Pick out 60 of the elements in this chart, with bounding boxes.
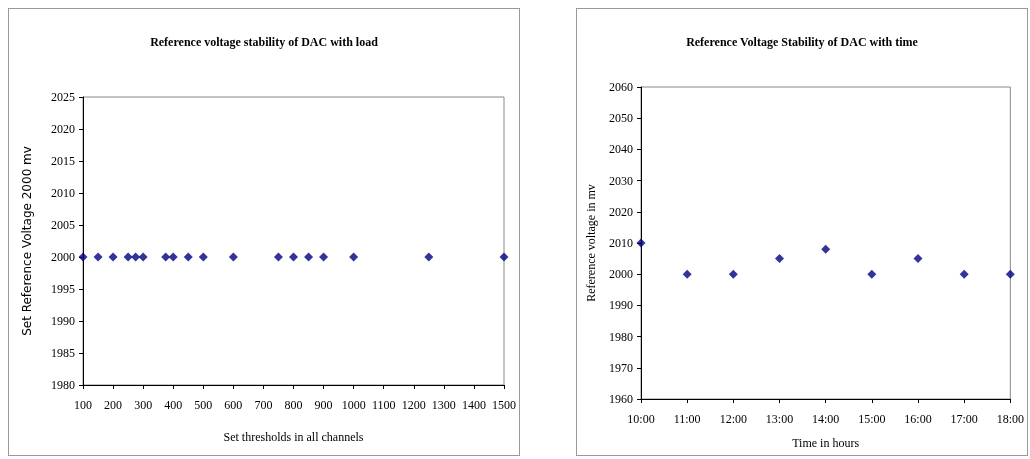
y-axis-title: Reference voltage in mv bbox=[584, 184, 598, 302]
x-tick-label: 10:00 bbox=[627, 412, 655, 426]
y-tick-label: 2000 bbox=[51, 250, 75, 264]
chart-title: Reference voltage stability of DAC with load bbox=[150, 35, 379, 49]
chart-title: Reference Voltage Stability of DAC with time bbox=[686, 35, 919, 49]
x-tick-label: 200 bbox=[104, 398, 123, 412]
y-tick-label: 2010 bbox=[51, 186, 75, 200]
y-tick-label: 2020 bbox=[609, 204, 633, 219]
x-tick-label: 300 bbox=[134, 398, 153, 412]
x-axis-title: Set thresholds in all channels bbox=[223, 430, 364, 444]
point bbox=[867, 269, 877, 279]
x-tick-label: 1300 bbox=[431, 398, 456, 412]
y-tick-label: 2050 bbox=[609, 111, 633, 126]
x-tick-label: 18:00 bbox=[996, 412, 1024, 426]
point bbox=[959, 269, 969, 279]
x-tick-label: 1100 bbox=[371, 398, 396, 412]
y-tick-label: 2000 bbox=[609, 267, 633, 282]
x-tick-label: 900 bbox=[314, 398, 333, 412]
x-tick-label: 800 bbox=[284, 398, 303, 412]
point bbox=[775, 254, 784, 264]
x-tick-label: 1400 bbox=[461, 398, 486, 412]
y-tick-label: 1960 bbox=[609, 392, 633, 406]
x-tick-label: 1000 bbox=[341, 398, 366, 412]
x-tick-label: 17:00 bbox=[950, 412, 978, 426]
y-tick-label: 2040 bbox=[609, 142, 633, 157]
point bbox=[913, 254, 923, 264]
y-tick-label: 2010 bbox=[609, 236, 633, 250]
x-tick-label: 14:00 bbox=[811, 412, 840, 426]
y-tick-label: 1990 bbox=[609, 298, 633, 313]
y-tick-label: 1970 bbox=[609, 360, 633, 375]
x-axis-title: Time in hours bbox=[792, 436, 860, 450]
point bbox=[682, 269, 692, 279]
point bbox=[821, 244, 831, 254]
y-tick-label: 2020 bbox=[51, 122, 75, 136]
x-tick-label: 13:00 bbox=[765, 412, 794, 426]
y-tick-label: 2005 bbox=[51, 218, 75, 232]
y-tick-label: 1980 bbox=[609, 329, 633, 344]
y-tick-label: 2025 bbox=[51, 90, 75, 104]
point bbox=[1005, 269, 1015, 279]
y-tick-label: 2015 bbox=[51, 154, 75, 168]
x-tick-label: 12:00 bbox=[719, 412, 748, 426]
x-tick-label: 600 bbox=[224, 398, 243, 412]
x-tick-label: 15:00 bbox=[858, 412, 886, 426]
x-tick-label: 1500 bbox=[492, 398, 516, 412]
y-tick-label: 1995 bbox=[51, 282, 75, 296]
y-tick-label: 2060 bbox=[609, 80, 633, 94]
x-tick-label: 500 bbox=[194, 398, 213, 412]
x-tick-label: 100 bbox=[74, 398, 92, 412]
point bbox=[636, 238, 646, 248]
y-tick-label: 1985 bbox=[51, 346, 75, 360]
x-tick-label: 1200 bbox=[401, 398, 426, 412]
x-tick-label: 700 bbox=[254, 398, 273, 412]
point bbox=[728, 269, 738, 279]
x-tick-label: 400 bbox=[164, 398, 183, 412]
x-tick-label: 16:00 bbox=[904, 412, 932, 426]
y-axis-title: Set Reference Voltage 2000 mv bbox=[20, 146, 34, 336]
y-tick-label: 2030 bbox=[609, 173, 633, 188]
x-tick-label: 11:00 bbox=[673, 412, 701, 426]
y-tick-label: 1980 bbox=[51, 378, 75, 392]
y-tick-label: 1990 bbox=[51, 314, 75, 328]
